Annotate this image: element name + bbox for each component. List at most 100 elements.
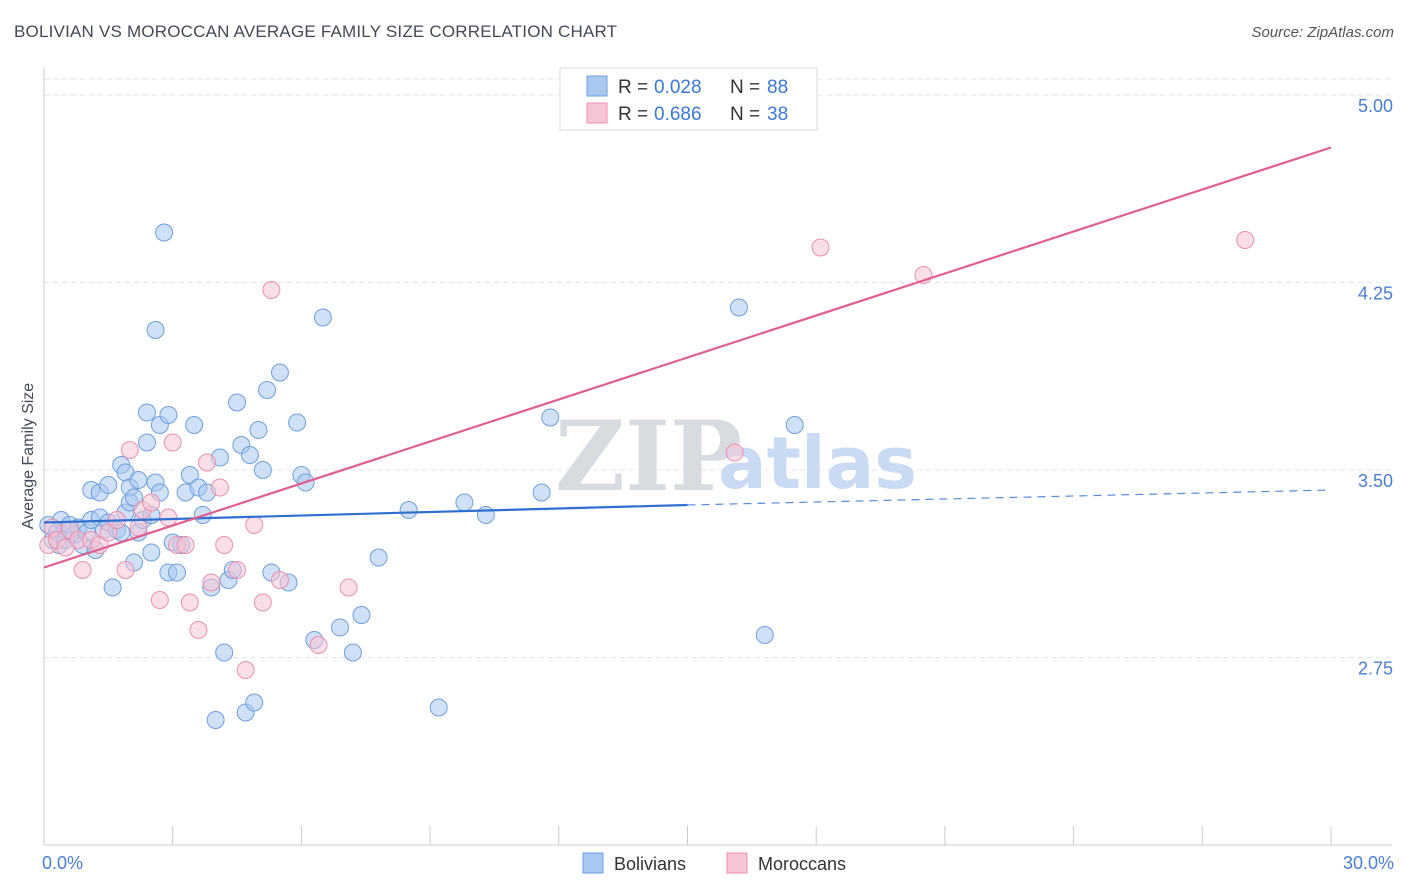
bolivians-trend-line (43, 503, 688, 524)
x-tick-label: 0.0% (42, 853, 83, 873)
bolivians-point (137, 433, 156, 452)
moroccans-point (99, 523, 118, 542)
bolivians-point (249, 421, 268, 439)
moroccans-point (142, 493, 161, 512)
moroccans-point (180, 593, 199, 612)
moroccans-point (245, 516, 264, 534)
bolivians-point (270, 363, 289, 382)
moroccans-point (198, 453, 217, 472)
moroccans-point (129, 518, 148, 537)
legend-r-label-bolivians: R = (618, 77, 648, 98)
legend: R = 0.028 N = 88 R = 0.686 N = 38 (559, 67, 818, 131)
watermark-atlas: atlas (718, 421, 917, 505)
bolivians-point (755, 626, 774, 644)
legend-r-value-bolivians: 0.028 (654, 77, 702, 98)
bolivians-point (532, 483, 551, 502)
y-axis-label: Average Family Size (20, 383, 37, 530)
bolivians-point (429, 698, 448, 717)
bolivians-point (331, 618, 350, 637)
moroccans-point (339, 578, 358, 597)
legend-n-value-bolivians: 88 (767, 77, 788, 98)
moroccans-trend-line (43, 146, 1332, 569)
bolivians-point (137, 403, 156, 422)
bolivians-point (129, 471, 148, 489)
watermark-zip: ZIP (555, 400, 742, 513)
bolivians-point (155, 223, 174, 242)
bolivians-point (369, 548, 388, 567)
moroccans-point (90, 536, 109, 554)
moroccans-point (811, 238, 830, 257)
moroccans-point (189, 621, 208, 639)
bolivians-point (185, 416, 204, 434)
bolivians-point (399, 501, 418, 519)
bolivians-point (125, 488, 144, 507)
bolivians-point (541, 408, 560, 427)
bottom-legend-swatch-moroccans (726, 852, 748, 874)
bolivians-point (103, 578, 122, 597)
y-tick-label: 2.75 (1358, 659, 1393, 679)
bolivians-trend-extension (687, 489, 1332, 506)
bolivians-point (99, 476, 118, 494)
bottom-legend: Bolivians Moroccans (582, 852, 846, 874)
moroccans-point (73, 561, 92, 579)
moroccans-point (176, 536, 195, 554)
bolivians-point (245, 693, 264, 712)
moroccans-point (725, 443, 744, 462)
bolivians-point (228, 393, 247, 412)
moroccans-point (120, 441, 139, 459)
legend-r-value-moroccans: 0.686 (654, 104, 702, 125)
bolivians-point (159, 406, 178, 424)
moroccans-point (202, 573, 221, 592)
y-tick-label: 3.50 (1358, 471, 1393, 491)
moroccans-point (236, 661, 255, 679)
bolivians-point (785, 416, 804, 434)
bolivians-point (215, 643, 234, 662)
source-credit: Source: ZipAtlas.com (1251, 24, 1394, 41)
moroccans-point (210, 478, 229, 497)
legend-r-label-moroccans: R = (618, 104, 648, 125)
moroccans-point (270, 571, 289, 589)
watermark: ZIP atlas (555, 400, 917, 513)
moroccans-point (163, 433, 182, 452)
bolivians-point (343, 643, 362, 662)
bolivians-point (313, 308, 332, 327)
trend-layer (43, 146, 1332, 569)
moroccans-point (309, 636, 328, 654)
moroccans-point (159, 508, 178, 527)
legend-swatch-moroccans (586, 102, 608, 124)
chart-title: BOLIVIAN VS MOROCCAN AVERAGE FAMILY SIZE… (14, 22, 618, 41)
bolivians-point (240, 446, 259, 464)
y-tick-label: 4.25 (1358, 284, 1393, 304)
bolivians-point (146, 321, 165, 339)
moroccans-point (1236, 231, 1255, 249)
moroccans-point (150, 591, 169, 609)
bolivians-point (206, 711, 225, 729)
moroccans-point (228, 561, 247, 579)
bolivians-point (476, 506, 495, 524)
legend-n-label-bolivians: N = (730, 77, 760, 98)
bolivians-point (258, 381, 277, 399)
axes-layer: 2.75 3.50 4.25 5.00 0.0% 30.0% (42, 67, 1394, 873)
bolivians-point (253, 461, 272, 479)
legend-n-label-moroccans: N = (730, 104, 760, 125)
bottom-legend-label-moroccans: Moroccans (758, 854, 846, 874)
bolivians-point (180, 466, 199, 484)
x-tick-label: 30.0% (1343, 853, 1394, 873)
bolivians-point (352, 606, 371, 624)
grid-layer (44, 78, 1392, 658)
y-tick-label: 5.00 (1358, 96, 1393, 116)
bolivians-point (288, 413, 307, 432)
legend-n-value-moroccans: 38 (767, 104, 788, 125)
bottom-legend-swatch-bolivians (582, 852, 604, 874)
bolivians-point (142, 543, 161, 562)
bolivians-point (167, 563, 186, 582)
moroccans-point (253, 593, 272, 612)
moroccans-point (215, 536, 234, 554)
bolivians-point (455, 493, 474, 512)
bottom-legend-label-bolivians: Bolivians (614, 854, 686, 874)
bolivians-point (729, 298, 748, 317)
moroccans-point (116, 561, 135, 579)
moroccans-point (262, 281, 281, 299)
legend-swatch-bolivians (586, 75, 608, 97)
